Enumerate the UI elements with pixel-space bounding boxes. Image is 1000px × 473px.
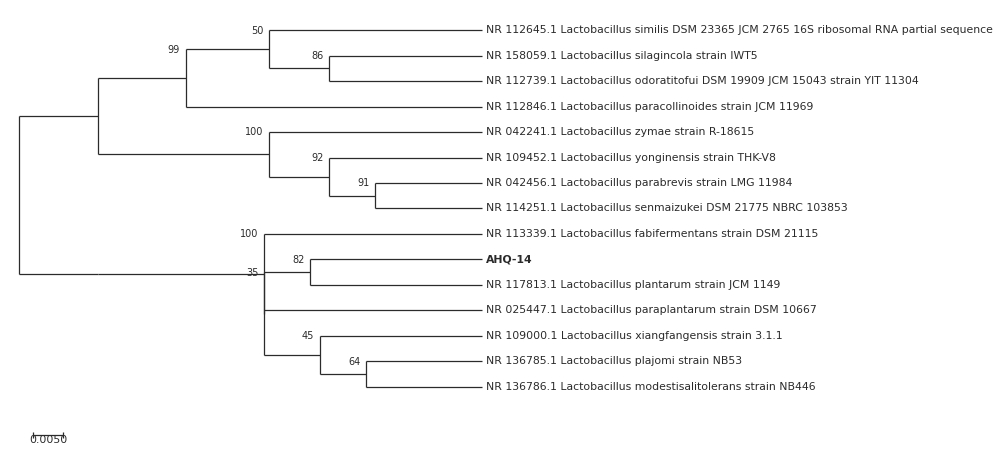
- Text: NR 158059.1 Lactobacillus silagincola strain IWT5: NR 158059.1 Lactobacillus silagincola st…: [486, 51, 758, 61]
- Text: 35: 35: [246, 268, 259, 278]
- Text: 64: 64: [348, 357, 360, 367]
- Text: 86: 86: [311, 51, 323, 61]
- Text: 45: 45: [302, 331, 314, 341]
- Text: 92: 92: [311, 153, 323, 163]
- Text: NR 136785.1 Lactobacillus plajomi strain NB53: NR 136785.1 Lactobacillus plajomi strain…: [486, 356, 742, 366]
- Text: 100: 100: [240, 229, 259, 239]
- Text: NR 136786.1 Lactobacillus modestisalitolerans strain NB446: NR 136786.1 Lactobacillus modestisalitol…: [486, 382, 816, 392]
- Text: NR 042241.1 Lactobacillus zymae strain R-18615: NR 042241.1 Lactobacillus zymae strain R…: [486, 127, 754, 137]
- Text: NR 025447.1 Lactobacillus paraplantarum strain DSM 10667: NR 025447.1 Lactobacillus paraplantarum …: [486, 306, 817, 315]
- Text: 100: 100: [245, 128, 263, 138]
- Text: AHQ-14: AHQ-14: [486, 254, 533, 264]
- Text: NR 117813.1 Lactobacillus plantarum strain JCM 1149: NR 117813.1 Lactobacillus plantarum stra…: [486, 280, 781, 290]
- Text: NR 042456.1 Lactobacillus parabrevis strain LMG 11984: NR 042456.1 Lactobacillus parabrevis str…: [486, 178, 793, 188]
- Text: 0.0050: 0.0050: [29, 435, 67, 446]
- Text: NR 109000.1 Lactobacillus xiangfangensis strain 3.1.1: NR 109000.1 Lactobacillus xiangfangensis…: [486, 331, 783, 341]
- Text: NR 112645.1 Lactobacillus similis DSM 23365 JCM 2765 16S ribosomal RNA partial s: NR 112645.1 Lactobacillus similis DSM 23…: [486, 25, 993, 35]
- Text: NR 109452.1 Lactobacillus yonginensis strain THK-V8: NR 109452.1 Lactobacillus yonginensis st…: [486, 153, 776, 163]
- Text: 82: 82: [293, 255, 305, 265]
- Text: 91: 91: [357, 178, 370, 188]
- Text: NR 113339.1 Lactobacillus fabifermentans strain DSM 21115: NR 113339.1 Lactobacillus fabifermentans…: [486, 229, 819, 239]
- Text: NR 112739.1 Lactobacillus odoratitofui DSM 19909 JCM 15043 strain YIT 11304: NR 112739.1 Lactobacillus odoratitofui D…: [486, 76, 919, 86]
- Text: NR 112846.1 Lactobacillus paracollinoides strain JCM 11969: NR 112846.1 Lactobacillus paracollinoide…: [486, 102, 814, 112]
- Text: 50: 50: [251, 26, 263, 35]
- Text: 99: 99: [168, 45, 180, 55]
- Text: NR 114251.1 Lactobacillus senmaizukei DSM 21775 NBRC 103853: NR 114251.1 Lactobacillus senmaizukei DS…: [486, 203, 848, 213]
